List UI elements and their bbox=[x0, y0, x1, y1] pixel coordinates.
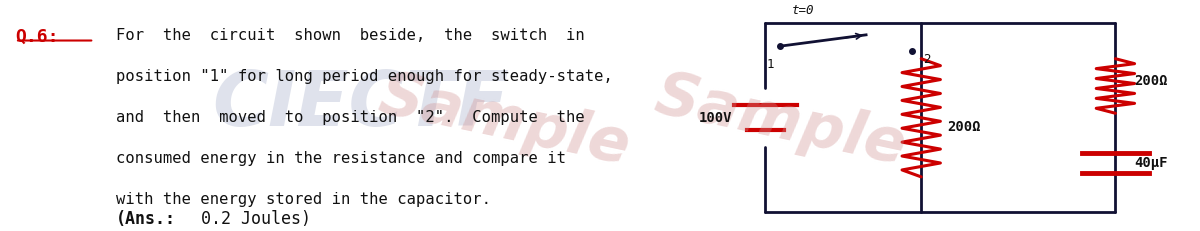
Text: Sample: Sample bbox=[373, 66, 635, 177]
Text: 200Ω: 200Ω bbox=[948, 120, 982, 134]
Text: 40μF: 40μF bbox=[1134, 156, 1168, 170]
Text: CIECTF: CIECTF bbox=[212, 68, 509, 142]
Text: 0.2 Joules): 0.2 Joules) bbox=[191, 210, 311, 228]
Text: consumed energy in the resistance and compare it: consumed energy in the resistance and co… bbox=[115, 151, 565, 166]
Text: with the energy stored in the capacitor.: with the energy stored in the capacitor. bbox=[115, 192, 491, 207]
Text: Q.6:: Q.6: bbox=[16, 28, 59, 46]
Text: For  the  circuit  shown  beside,  the  switch  in: For the circuit shown beside, the switch… bbox=[115, 28, 584, 43]
Text: t=0: t=0 bbox=[792, 4, 815, 17]
Text: (Ans.:: (Ans.: bbox=[115, 210, 175, 228]
Text: 1: 1 bbox=[767, 58, 774, 70]
Text: 200Ω: 200Ω bbox=[1134, 74, 1168, 88]
Text: Sample: Sample bbox=[649, 66, 911, 177]
Text: position "1" for long period enough for steady-state,: position "1" for long period enough for … bbox=[115, 69, 613, 84]
Text: 2: 2 bbox=[924, 53, 931, 66]
Text: 100V: 100V bbox=[698, 111, 732, 125]
Text: and  then  moved  to  position  "2".  Compute  the: and then moved to position "2". Compute … bbox=[115, 110, 584, 125]
